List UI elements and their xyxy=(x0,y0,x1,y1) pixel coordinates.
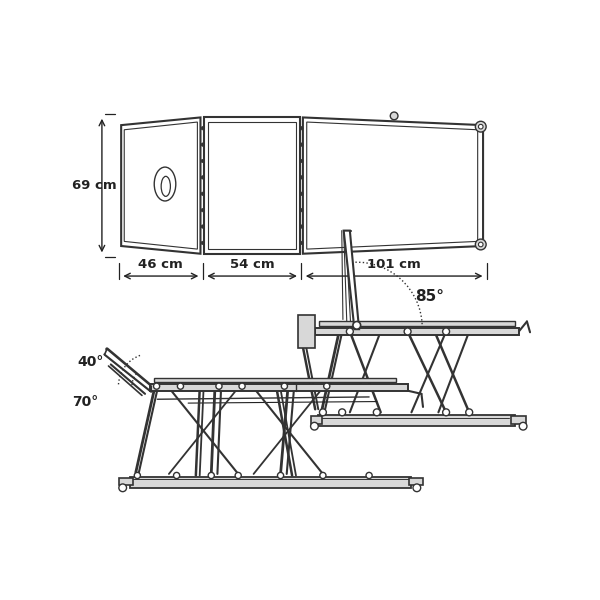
Circle shape xyxy=(216,383,222,389)
Circle shape xyxy=(299,192,303,196)
Circle shape xyxy=(201,176,205,179)
Text: 46 cm: 46 cm xyxy=(139,257,183,271)
Circle shape xyxy=(201,159,205,163)
Circle shape xyxy=(201,143,205,146)
Circle shape xyxy=(311,422,318,430)
Circle shape xyxy=(475,121,486,132)
Bar xyxy=(119,478,133,485)
Circle shape xyxy=(281,383,287,389)
Circle shape xyxy=(443,328,449,335)
Circle shape xyxy=(173,472,179,479)
Circle shape xyxy=(478,242,483,247)
Circle shape xyxy=(320,472,326,479)
Circle shape xyxy=(134,472,140,479)
Circle shape xyxy=(413,484,421,491)
Circle shape xyxy=(178,383,184,389)
Circle shape xyxy=(235,472,241,479)
Polygon shape xyxy=(303,118,483,254)
Polygon shape xyxy=(205,118,300,254)
Text: 40°: 40° xyxy=(77,355,103,368)
Bar xyxy=(298,316,315,347)
Circle shape xyxy=(299,241,303,245)
Circle shape xyxy=(208,472,214,479)
Bar xyxy=(130,477,412,488)
Circle shape xyxy=(353,322,361,329)
Bar xyxy=(154,377,396,382)
Circle shape xyxy=(277,472,284,479)
Bar xyxy=(311,416,322,424)
Circle shape xyxy=(519,422,527,430)
Circle shape xyxy=(201,241,205,245)
Circle shape xyxy=(475,239,486,250)
Circle shape xyxy=(366,472,372,479)
Text: 85°: 85° xyxy=(415,289,445,304)
Circle shape xyxy=(299,176,303,179)
Bar xyxy=(149,384,407,391)
Circle shape xyxy=(201,127,205,130)
Circle shape xyxy=(404,328,411,335)
Bar xyxy=(319,322,515,326)
Circle shape xyxy=(346,328,353,335)
Circle shape xyxy=(299,127,303,130)
Polygon shape xyxy=(104,349,151,392)
Polygon shape xyxy=(344,230,359,329)
Bar xyxy=(409,478,423,485)
Circle shape xyxy=(299,225,303,228)
Circle shape xyxy=(443,409,449,416)
Bar xyxy=(317,415,515,426)
Polygon shape xyxy=(121,118,200,254)
Text: 54 cm: 54 cm xyxy=(230,257,274,271)
Circle shape xyxy=(201,208,205,212)
Text: 69 cm: 69 cm xyxy=(72,179,116,192)
Circle shape xyxy=(201,225,205,228)
Circle shape xyxy=(338,409,346,416)
Circle shape xyxy=(323,383,330,389)
Circle shape xyxy=(319,409,326,416)
Text: 101 cm: 101 cm xyxy=(367,257,421,271)
Circle shape xyxy=(239,383,245,389)
Circle shape xyxy=(478,124,483,129)
Ellipse shape xyxy=(154,167,176,201)
Bar xyxy=(315,328,519,335)
Circle shape xyxy=(390,112,398,120)
Circle shape xyxy=(154,383,160,389)
Circle shape xyxy=(373,409,380,416)
Circle shape xyxy=(299,143,303,146)
Circle shape xyxy=(201,192,205,196)
Circle shape xyxy=(299,208,303,212)
Text: 70°: 70° xyxy=(73,395,99,409)
Bar xyxy=(511,416,526,424)
Circle shape xyxy=(466,409,473,416)
Circle shape xyxy=(299,159,303,163)
Ellipse shape xyxy=(161,176,170,196)
Circle shape xyxy=(119,484,127,491)
